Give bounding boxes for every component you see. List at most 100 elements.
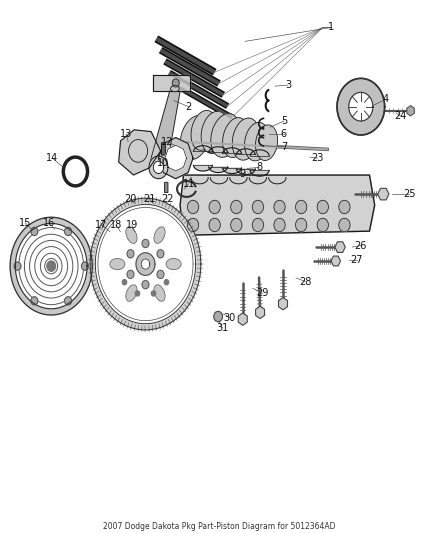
Circle shape xyxy=(127,270,134,278)
Polygon shape xyxy=(223,148,241,154)
Polygon shape xyxy=(90,198,201,330)
Ellipse shape xyxy=(154,227,165,244)
Polygon shape xyxy=(119,130,161,175)
Text: 15: 15 xyxy=(19,218,32,228)
Polygon shape xyxy=(194,146,212,151)
Circle shape xyxy=(339,200,350,214)
Text: 13: 13 xyxy=(120,129,132,139)
Text: 30: 30 xyxy=(224,312,236,322)
Polygon shape xyxy=(95,204,196,324)
Text: 26: 26 xyxy=(355,240,367,251)
Circle shape xyxy=(252,219,264,232)
FancyBboxPatch shape xyxy=(162,143,166,155)
Text: 2007 Dodge Dakota Pkg Part-Piston Diagram for 5012364AD: 2007 Dodge Dakota Pkg Part-Piston Diagra… xyxy=(103,522,335,531)
Circle shape xyxy=(142,280,149,289)
Polygon shape xyxy=(10,217,92,315)
Text: 6: 6 xyxy=(281,129,287,139)
Circle shape xyxy=(81,262,88,270)
Text: 12: 12 xyxy=(161,136,173,147)
Polygon shape xyxy=(15,223,87,309)
Text: 5: 5 xyxy=(281,116,287,126)
Circle shape xyxy=(135,291,140,296)
Polygon shape xyxy=(237,149,255,155)
Polygon shape xyxy=(141,259,150,269)
Polygon shape xyxy=(337,78,385,135)
Circle shape xyxy=(187,219,199,232)
Circle shape xyxy=(127,249,134,258)
Polygon shape xyxy=(159,138,193,179)
Ellipse shape xyxy=(126,227,137,244)
Circle shape xyxy=(31,227,38,236)
Circle shape xyxy=(252,200,264,214)
Circle shape xyxy=(47,261,56,271)
Circle shape xyxy=(339,219,350,232)
Circle shape xyxy=(31,297,38,305)
Circle shape xyxy=(65,227,71,236)
Text: 14: 14 xyxy=(46,153,59,163)
Polygon shape xyxy=(250,150,269,156)
Polygon shape xyxy=(153,75,190,91)
Text: 24: 24 xyxy=(395,111,407,121)
FancyBboxPatch shape xyxy=(165,182,168,192)
Circle shape xyxy=(65,297,71,305)
Polygon shape xyxy=(136,253,155,276)
Text: 10: 10 xyxy=(157,158,169,168)
Polygon shape xyxy=(153,161,164,174)
Ellipse shape xyxy=(211,114,240,157)
Polygon shape xyxy=(223,168,241,174)
Circle shape xyxy=(172,79,179,87)
Polygon shape xyxy=(98,207,193,321)
Circle shape xyxy=(274,219,285,232)
Ellipse shape xyxy=(201,111,228,154)
Text: 7: 7 xyxy=(281,142,287,152)
Text: 22: 22 xyxy=(161,194,173,204)
Polygon shape xyxy=(165,146,187,171)
Text: 2: 2 xyxy=(186,102,192,112)
Circle shape xyxy=(187,200,199,214)
Circle shape xyxy=(152,291,155,296)
Polygon shape xyxy=(250,171,269,176)
Text: 3: 3 xyxy=(285,80,291,90)
Circle shape xyxy=(164,280,169,285)
Ellipse shape xyxy=(180,116,210,160)
Circle shape xyxy=(122,280,127,285)
Ellipse shape xyxy=(126,285,137,301)
Ellipse shape xyxy=(244,123,269,161)
Circle shape xyxy=(209,219,220,232)
Ellipse shape xyxy=(166,259,181,270)
Text: 28: 28 xyxy=(299,277,312,287)
Circle shape xyxy=(157,270,164,278)
Text: 19: 19 xyxy=(126,220,138,230)
Ellipse shape xyxy=(154,285,165,301)
Text: 25: 25 xyxy=(403,189,416,199)
Circle shape xyxy=(14,262,21,270)
Circle shape xyxy=(317,200,328,214)
Ellipse shape xyxy=(223,118,248,157)
Text: 21: 21 xyxy=(144,194,156,204)
Text: 9: 9 xyxy=(240,168,246,179)
Text: 23: 23 xyxy=(311,153,324,163)
Circle shape xyxy=(296,219,307,232)
Circle shape xyxy=(142,239,149,248)
Circle shape xyxy=(231,200,242,214)
Text: 31: 31 xyxy=(216,323,229,333)
Polygon shape xyxy=(208,167,228,173)
Ellipse shape xyxy=(170,86,179,92)
Text: 1: 1 xyxy=(328,22,335,33)
Circle shape xyxy=(214,311,223,322)
Circle shape xyxy=(274,200,285,214)
Ellipse shape xyxy=(110,259,125,270)
Circle shape xyxy=(124,134,152,167)
Polygon shape xyxy=(180,175,374,235)
Text: 4: 4 xyxy=(382,94,389,104)
Text: 29: 29 xyxy=(256,288,268,298)
Polygon shape xyxy=(237,169,255,175)
Polygon shape xyxy=(208,147,228,152)
Text: 17: 17 xyxy=(95,220,108,230)
Circle shape xyxy=(157,249,164,258)
Polygon shape xyxy=(194,165,212,171)
Polygon shape xyxy=(349,92,373,121)
Ellipse shape xyxy=(232,118,259,160)
Circle shape xyxy=(296,200,307,214)
Circle shape xyxy=(231,219,242,232)
